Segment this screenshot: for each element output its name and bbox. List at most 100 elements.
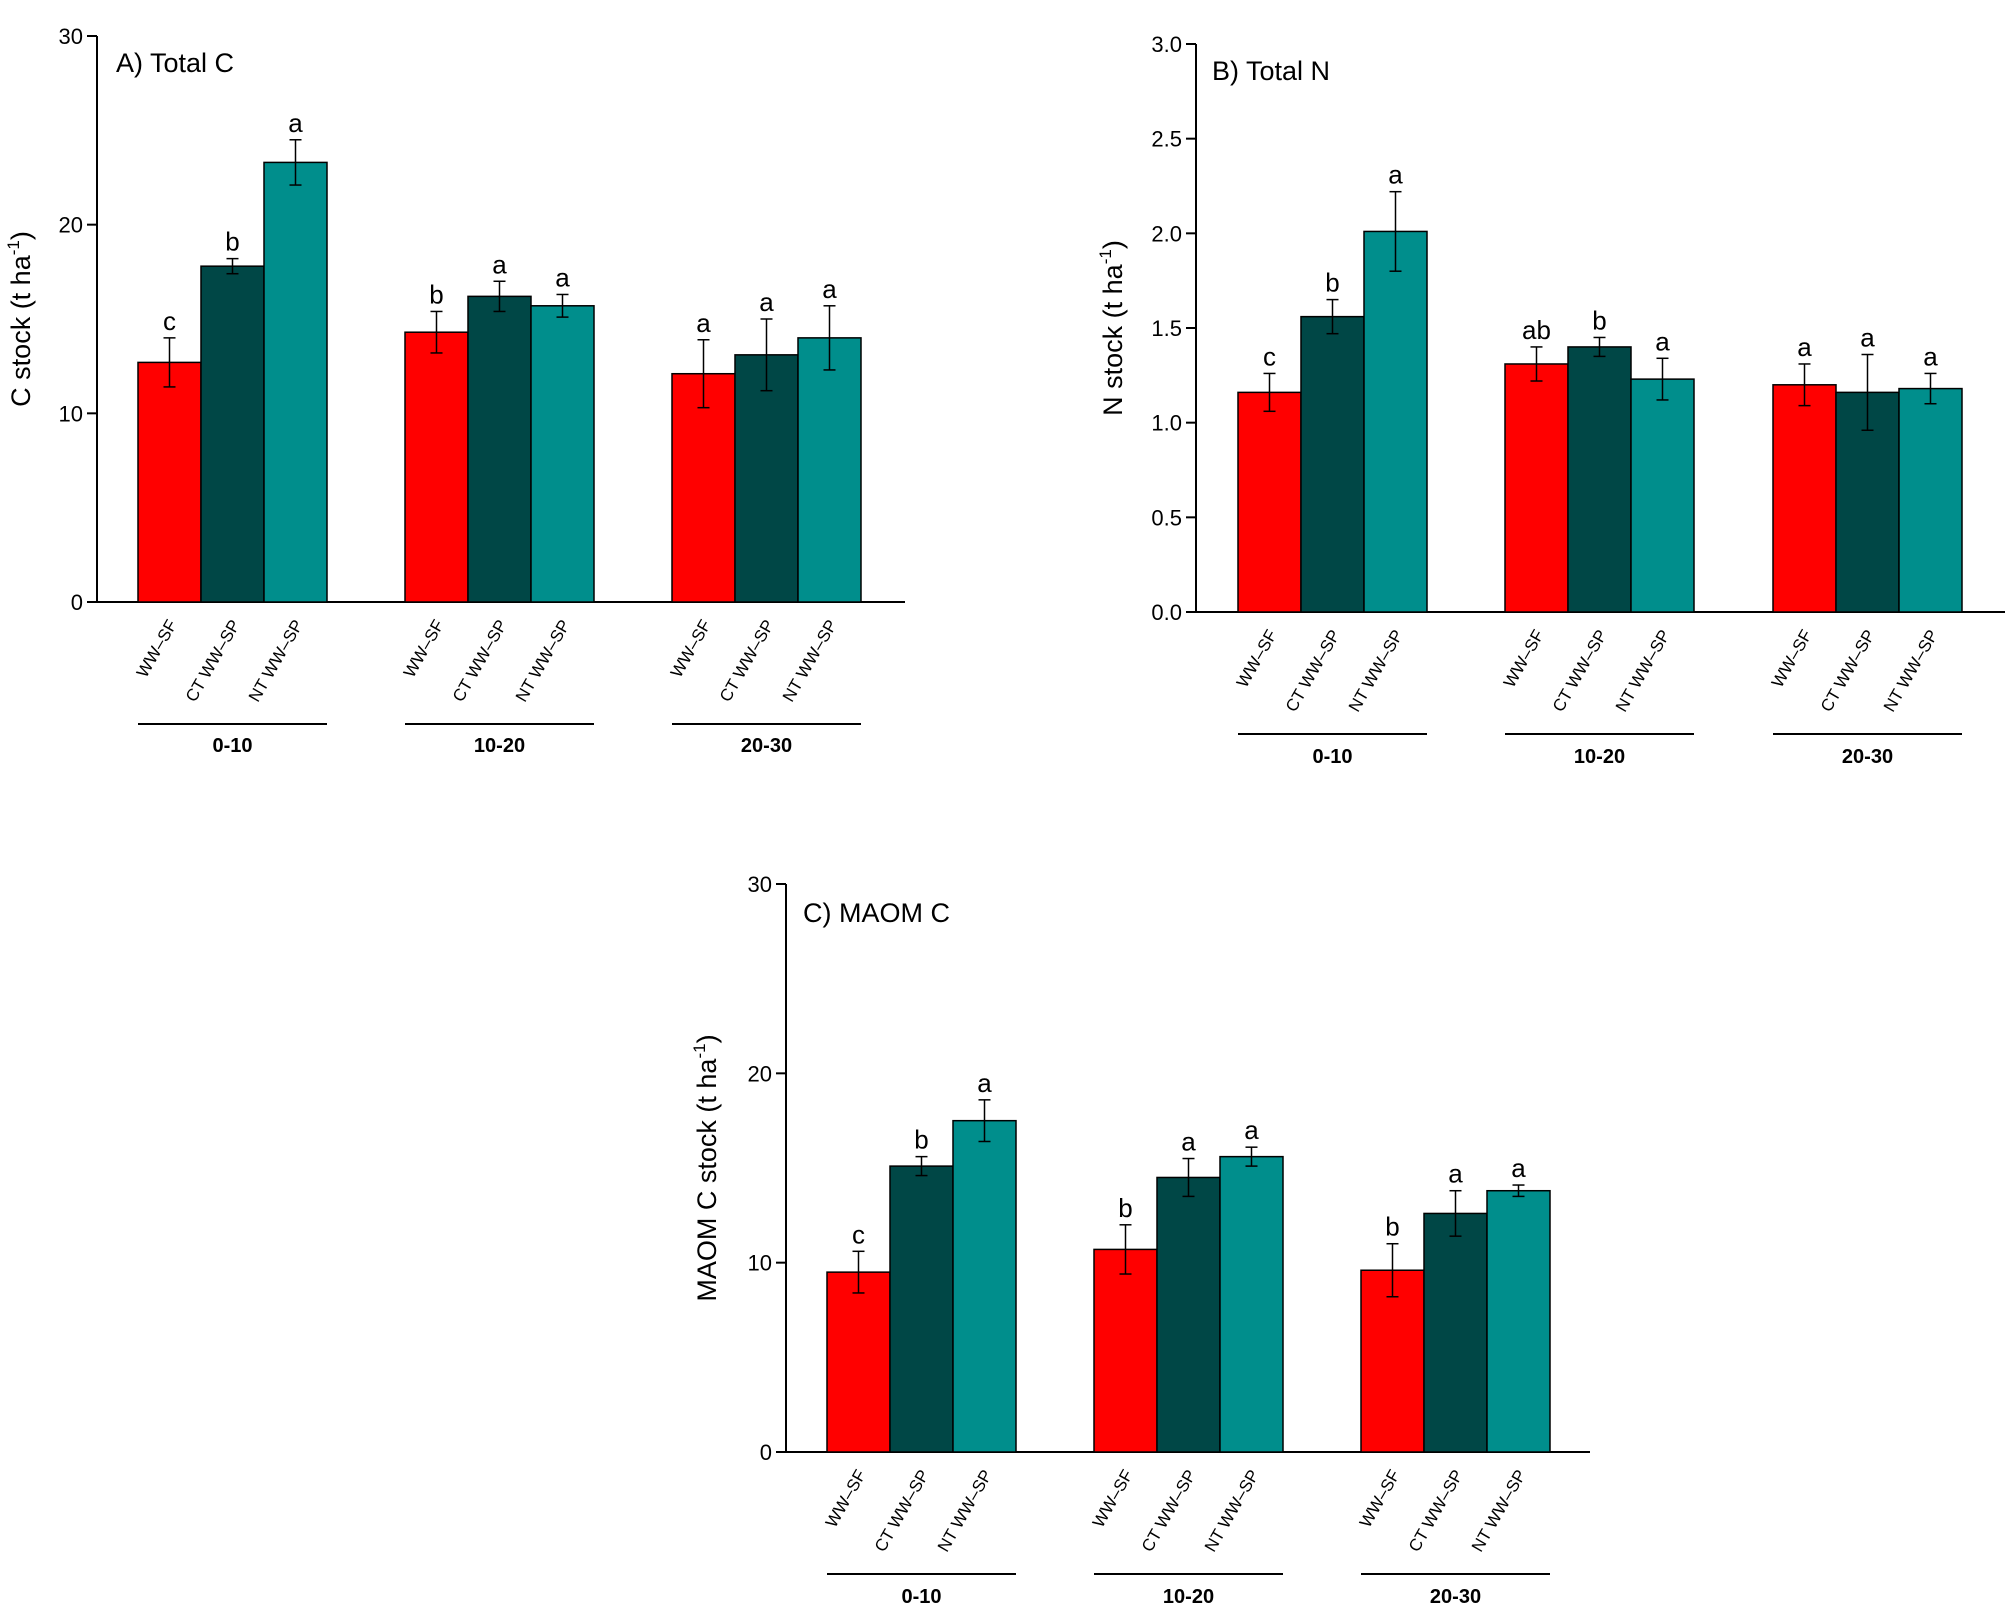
bar: [1486, 1189, 1551, 1453]
bar: [1567, 346, 1632, 613]
y-tick-label: 2.5: [1151, 127, 1182, 152]
panel-maom-c: 0 10 20 30 C) MAOM C MAOM C stock (t ha-1) c WW…: [690, 872, 1590, 1608]
significance-letter: b: [1325, 268, 1339, 298]
significance-letter: a: [1797, 332, 1812, 362]
group-label: 10-20: [1574, 746, 1625, 768]
group-label: 10-20: [1163, 1586, 1214, 1608]
category-label: CT WW–SP: [449, 617, 511, 706]
y-axis-title-main: N stock (t ha: [1098, 263, 1128, 416]
y-tick-label: 20: [748, 1061, 772, 1086]
y-axis-title-close: ): [6, 231, 36, 240]
significance-letter: b: [225, 227, 239, 257]
bar: [1093, 1248, 1158, 1453]
y-tick-label: 2.0: [1151, 221, 1182, 246]
y-tick-label: 0: [760, 1440, 772, 1465]
significance-letter: a: [822, 274, 837, 304]
category-label: NT WW–SP: [245, 617, 307, 706]
group-label: 10-20: [474, 735, 525, 757]
panel-title: B) Total N: [1212, 56, 1330, 86]
significance-letter: a: [288, 108, 303, 138]
category-label: WW–SF: [400, 617, 448, 681]
category-label: NT WW–SP: [1345, 627, 1407, 716]
bar: [1772, 384, 1837, 613]
significance-letter: b: [914, 1125, 928, 1155]
significance-letter: a: [1181, 1127, 1196, 1157]
significance-letter: a: [1860, 323, 1875, 353]
significance-letter: c: [1263, 341, 1276, 371]
y-tick-label: 30: [748, 872, 772, 897]
y-tick-label: 1.5: [1151, 316, 1182, 341]
y-axis-title-main: C stock (t ha: [6, 254, 36, 407]
y-axis-title: N stock (t ha-1): [1096, 240, 1128, 416]
y-tick-label: 0: [71, 590, 83, 615]
y-tick-label: 10: [59, 401, 83, 426]
y-axis-title-superscript: -1: [690, 1043, 709, 1058]
group-label: 0-10: [901, 1586, 941, 1608]
y-axis-title-superscript: -1: [4, 240, 23, 255]
panel-title: A) Total C: [116, 48, 234, 78]
category-label: WW–SF: [1089, 1467, 1137, 1531]
y-tick-label: 30: [59, 24, 83, 49]
bar: [404, 331, 469, 603]
significance-letter: a: [1388, 160, 1403, 190]
y-tick-label: 0.0: [1151, 600, 1182, 625]
category-label: NT WW–SP: [1468, 1467, 1530, 1556]
significance-letter: a: [1923, 341, 1938, 371]
category-label: WW–SF: [1233, 627, 1281, 691]
significance-letter: c: [852, 1219, 865, 1249]
category-label: NT WW–SP: [934, 1467, 996, 1556]
y-axis-title-close: ): [692, 1034, 722, 1043]
bar: [1237, 391, 1302, 613]
panel-total-c: 0 10 20 30 A) Total C C stock (t ha-1) c WW–SF b…: [4, 24, 905, 757]
significance-letter: b: [429, 279, 443, 309]
significance-letter: ab: [1522, 315, 1551, 345]
category-label: CT WW–SP: [1138, 1467, 1200, 1556]
significance-letter: b: [1385, 1212, 1399, 1242]
bar: [1423, 1212, 1488, 1453]
bar: [1630, 378, 1695, 613]
bar: [1504, 363, 1569, 613]
significance-letter: c: [163, 306, 176, 336]
bar: [826, 1271, 891, 1453]
category-label: NT WW–SP: [779, 617, 841, 706]
category-label: CT WW–SP: [1549, 627, 1611, 716]
y-tick-label: 20: [59, 213, 83, 238]
category-label: WW–SF: [822, 1467, 870, 1531]
bar: [797, 337, 862, 603]
significance-letter: a: [1511, 1153, 1526, 1183]
group-label: 0-10: [212, 735, 252, 757]
bar: [1360, 1269, 1425, 1453]
category-label: WW–SF: [1500, 627, 1548, 691]
significance-letter: a: [492, 249, 507, 279]
category-label: CT WW–SP: [716, 617, 778, 706]
y-axis-title-close: ): [1098, 240, 1128, 249]
significance-letter: a: [1655, 326, 1670, 356]
bar: [671, 372, 736, 603]
group-label: 20-30: [1430, 1586, 1481, 1608]
y-tick-label: 10: [748, 1251, 772, 1276]
y-axis-title-main: MAOM C stock (t ha: [692, 1058, 722, 1302]
bar: [734, 354, 799, 603]
category-label: WW–SF: [667, 617, 715, 681]
significance-letter: a: [1244, 1115, 1259, 1145]
category-label: NT WW–SP: [512, 617, 574, 706]
category-label: NT WW–SP: [1880, 627, 1942, 716]
category-label: NT WW–SP: [1612, 627, 1674, 716]
category-label: CT WW–SP: [1282, 627, 1344, 716]
significance-letter: a: [696, 308, 711, 338]
panel-title: C) MAOM C: [803, 898, 950, 928]
y-tick-label: 0.5: [1151, 505, 1182, 530]
bar: [467, 295, 532, 603]
significance-letter: b: [1118, 1193, 1132, 1223]
y-tick-label: 1.0: [1151, 411, 1182, 436]
significance-letter: a: [1448, 1159, 1463, 1189]
category-label: WW–SF: [133, 617, 181, 681]
group-label: 20-30: [741, 735, 792, 757]
category-label: WW–SF: [1768, 627, 1816, 691]
y-tick-label: 3.0: [1151, 32, 1182, 57]
significance-letter: a: [555, 262, 570, 292]
bar: [1300, 315, 1365, 613]
bar: [200, 265, 265, 603]
y-axis-title: MAOM C stock (t ha-1): [690, 1034, 722, 1301]
